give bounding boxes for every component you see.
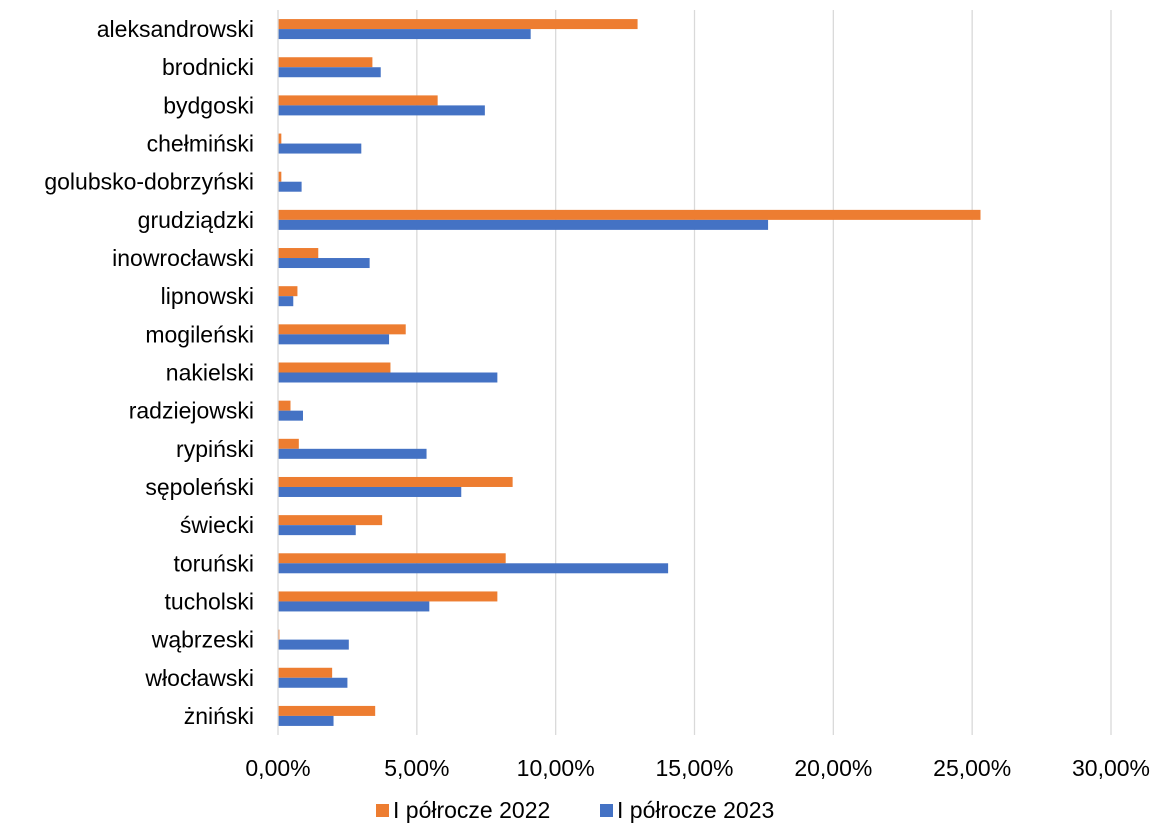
bar-2022 <box>278 667 333 678</box>
bar-2022 <box>278 553 506 564</box>
bar-2023 <box>278 410 303 421</box>
bar-2023 <box>278 258 370 269</box>
bar-2023 <box>278 486 462 497</box>
category-label: bydgoski <box>163 92 254 118</box>
x-tick-label: 5,00% <box>384 755 449 781</box>
tick-labels: 0,00% 5,00% 10,00% 15,00% 20,00% 25,00% 30,00% <box>245 755 1150 781</box>
bar-2023 <box>278 219 769 230</box>
bar-2022 <box>278 705 376 716</box>
bar-2023 <box>278 563 669 574</box>
legend-swatch-2023 <box>600 804 613 817</box>
bar-2023 <box>278 601 430 612</box>
category-label: brodnicki <box>162 54 254 80</box>
bar-2022 <box>278 362 391 373</box>
bar-2023 <box>278 67 381 78</box>
bar-2023 <box>278 715 334 726</box>
bar-2023 <box>278 677 348 688</box>
bar-2023 <box>278 143 362 154</box>
category-label: nakielski <box>166 360 254 386</box>
gridlines <box>416 10 1112 735</box>
x-tick-label: 30,00% <box>1072 755 1150 781</box>
bar-2022 <box>278 57 373 68</box>
bar-2023 <box>278 296 294 307</box>
category-label: włocławski <box>144 665 254 691</box>
category-label: golubsko-dobrzyński <box>44 169 254 195</box>
category-label: świecki <box>180 512 254 538</box>
legend-label-2022: I półrocze 2022 <box>393 797 550 823</box>
bar-2022 <box>278 286 298 297</box>
category-label: aleksandrowski <box>97 16 254 42</box>
category-label: toruński <box>173 550 254 576</box>
bar-2023 <box>278 639 349 650</box>
legend-label-2023: I półrocze 2023 <box>617 797 774 823</box>
x-tick-label: 15,00% <box>655 755 733 781</box>
category-label: inowrocławski <box>112 245 254 271</box>
category-label: żniński <box>184 703 254 729</box>
category-label: mogileński <box>145 321 254 347</box>
bar-2022 <box>278 248 319 259</box>
bar-2022 <box>278 19 638 30</box>
legend: I półrocze 2022 I półrocze 2023 <box>376 797 774 823</box>
category-label: chełmiński <box>147 131 254 157</box>
bar-2022 <box>278 209 981 220</box>
x-tick-label: 0,00% <box>245 755 310 781</box>
x-tick-label: 20,00% <box>794 755 872 781</box>
bar-2022 <box>278 476 513 487</box>
bar-2022 <box>278 324 406 335</box>
bar-2023 <box>278 29 531 40</box>
legend-swatch-2022 <box>376 804 389 817</box>
category-label: wąbrzeski <box>151 627 254 653</box>
bar-2022 <box>278 438 299 449</box>
category-labels: aleksandrowski brodnicki bydgoski chełmińsk… <box>44 16 254 729</box>
category-label: grudziądzki <box>138 207 254 233</box>
bar-2022 <box>278 171 282 182</box>
x-tick-label: 25,00% <box>933 755 1011 781</box>
bar-2022 <box>278 591 498 602</box>
category-label: rypiński <box>176 436 254 462</box>
x-tick-label: 10,00% <box>517 755 595 781</box>
bar-2023 <box>278 105 485 116</box>
bar-2023 <box>278 181 302 192</box>
category-label: sępoleński <box>145 474 254 500</box>
bar-2022 <box>278 400 291 411</box>
category-label: tucholski <box>165 588 254 614</box>
bar-2022 <box>278 133 282 144</box>
category-label: lipnowski <box>161 283 254 309</box>
bar-2023 <box>278 334 390 345</box>
category-label: radziejowski <box>129 398 254 424</box>
bar-2023 <box>278 525 356 536</box>
bar-2022 <box>278 95 438 106</box>
bar-2023 <box>278 448 427 459</box>
bar-2022 <box>278 515 383 526</box>
bar-2023 <box>278 372 498 383</box>
bar-2022 <box>278 629 280 640</box>
bars <box>278 19 981 726</box>
